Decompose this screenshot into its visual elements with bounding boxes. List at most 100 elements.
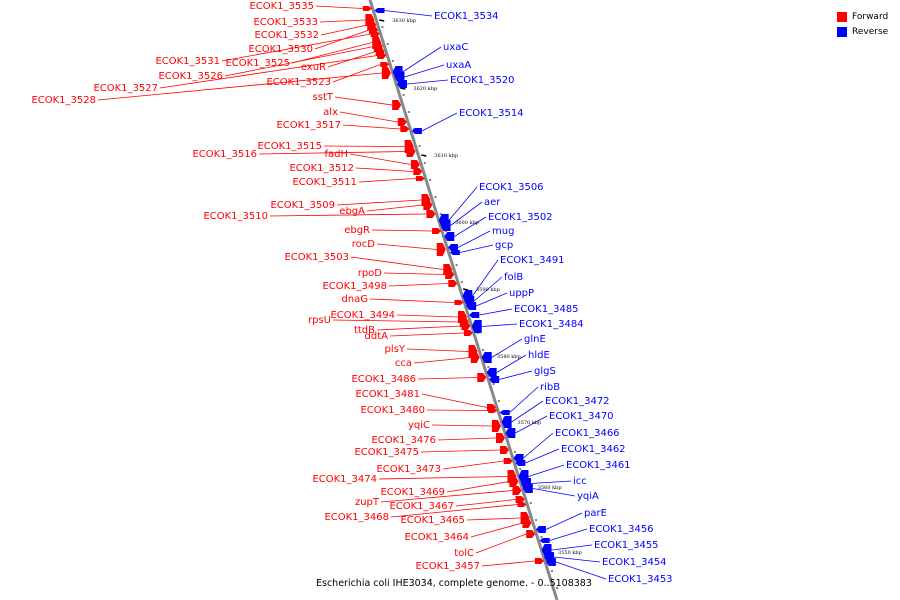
label-leader: [525, 448, 560, 464]
gene-label: ECOK1_3465: [400, 515, 465, 526]
gene-label: glnE: [524, 334, 546, 345]
gene-label: ECOK1_3527: [93, 83, 158, 94]
gene-label: ECOK1_3531: [155, 56, 220, 67]
gene-features: [362, 6, 556, 566]
gene-label: ECOK1_3530: [248, 44, 313, 55]
label-leader: [499, 370, 533, 380]
gene-label: ECOK1_3526: [158, 71, 223, 82]
gene-feature: [440, 220, 451, 231]
label-leader: [376, 325, 462, 331]
gene-feature: [400, 126, 410, 132]
label-leader: [339, 111, 398, 123]
gene-feature: [505, 428, 516, 438]
label-leader: [420, 449, 501, 453]
gene-feature: [436, 243, 446, 256]
gene-label: rpsU: [308, 315, 331, 326]
label-leader: [97, 72, 382, 101]
label-leader: [459, 244, 494, 253]
gene-feature: [489, 376, 500, 383]
gene-label: ECOK1_3523: [266, 77, 331, 88]
gene-feature: [396, 80, 407, 88]
gene-label: hldE: [528, 350, 550, 361]
gene-label: parE: [584, 508, 607, 519]
gene-label: ECOK1_3535: [249, 1, 314, 12]
gene-feature: [370, 31, 380, 37]
label-leader: [475, 533, 527, 554]
label-leader: [350, 256, 444, 270]
tick-label: 3600 kbp: [455, 220, 479, 226]
label-leader: [553, 556, 601, 563]
gene-label: ECOK1_3472: [545, 396, 610, 407]
label-leader: [406, 348, 469, 352]
label-leader: [457, 230, 491, 248]
reverse-swatch: [837, 26, 847, 37]
label-leader: [446, 481, 510, 493]
gene-feature: [448, 244, 459, 251]
label-leader: [258, 151, 407, 155]
gene-feature: [410, 160, 420, 169]
gene-feature: [539, 538, 550, 543]
label-leader: [551, 544, 593, 551]
label-leader: [545, 512, 583, 530]
gene-label: zupT: [355, 497, 380, 508]
tick-label: 3550 kbp: [558, 550, 582, 556]
gene-feature: [392, 100, 402, 110]
label-leader: [221, 33, 371, 62]
legend-forward: Forward: [837, 9, 888, 24]
gene-label: ECOK1_3486: [351, 374, 416, 385]
gene-feature: [461, 322, 471, 330]
gene-label: ECOK1_3520: [450, 75, 515, 86]
label-leader: [342, 124, 401, 130]
gene-feature: [394, 72, 405, 82]
label-leader: [366, 204, 424, 212]
gene-label: dnaG: [341, 294, 368, 305]
gene-label: ECOK1_3484: [519, 319, 584, 330]
label-leader: [523, 432, 554, 459]
genome-caption: Escherichia coli IHE3034, complete genom…: [316, 578, 592, 589]
label-leader: [475, 292, 508, 307]
gene-label: ECOK1_3480: [360, 405, 425, 416]
gene-label: ECOK1_3491: [500, 255, 565, 266]
gene-label: ECOK1_3462: [561, 444, 626, 455]
gene-feature: [374, 8, 385, 13]
gene-label: ECOK1_3509: [270, 200, 335, 211]
gene-feature: [426, 210, 436, 218]
gene-feature: [499, 410, 510, 415]
gene-feature: [377, 52, 387, 59]
gene-label: ECOK1_3533: [253, 17, 318, 28]
label-leader: [431, 424, 492, 427]
label-leader: [369, 298, 455, 303]
gene-feature: [413, 168, 423, 175]
label-leader: [396, 314, 458, 318]
gene-label: ECOK1_3481: [355, 389, 420, 400]
gene-feature: [517, 502, 527, 507]
gene-feature: [522, 484, 533, 493]
label-leader: [378, 476, 508, 480]
gene-feature: [535, 526, 546, 533]
gene-feature: [406, 146, 416, 157]
gene-label: ECOK1_3494: [330, 310, 395, 321]
gene-label: ECOK1_3516: [192, 149, 257, 160]
gene-label: ECOK1_3461: [566, 460, 631, 471]
gene-feature: [381, 67, 391, 79]
gene-feature: [445, 270, 455, 279]
genome-axis: [368, 0, 559, 600]
gene-feature: [515, 460, 526, 466]
gene-label: folB: [504, 272, 523, 283]
label-leader: [406, 79, 449, 85]
gene-label: ECOK1_3454: [602, 557, 667, 568]
label-leader: [530, 480, 572, 484]
label-leader: [421, 112, 458, 132]
label-leader: [481, 560, 535, 567]
gene-label: rocD: [352, 239, 376, 250]
gene-feature: [432, 228, 442, 234]
gene-label: ECOK1_3512: [289, 163, 354, 174]
gene-feature: [501, 416, 512, 428]
tick-mark: [421, 154, 427, 157]
label-leader: [549, 528, 588, 541]
gene-feature: [522, 518, 532, 528]
label-leader: [376, 243, 437, 250]
label-leader: [532, 488, 576, 497]
gene-label: ttdB: [354, 325, 375, 336]
